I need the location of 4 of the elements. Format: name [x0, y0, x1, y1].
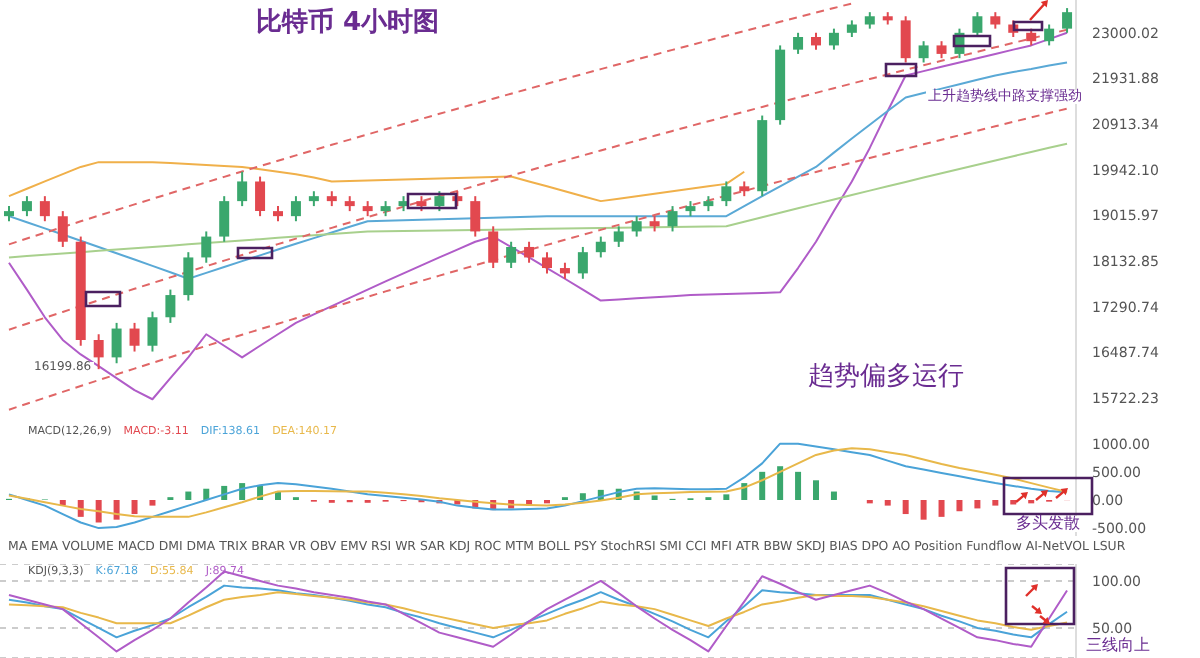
text: 三线向上 — [1084, 636, 1152, 654]
annotation: 趋势偏多运行 — [806, 362, 966, 392]
chart-title: 比特币 4小时图 — [256, 5, 440, 40]
annotation: 多头发散 — [1014, 514, 1082, 532]
